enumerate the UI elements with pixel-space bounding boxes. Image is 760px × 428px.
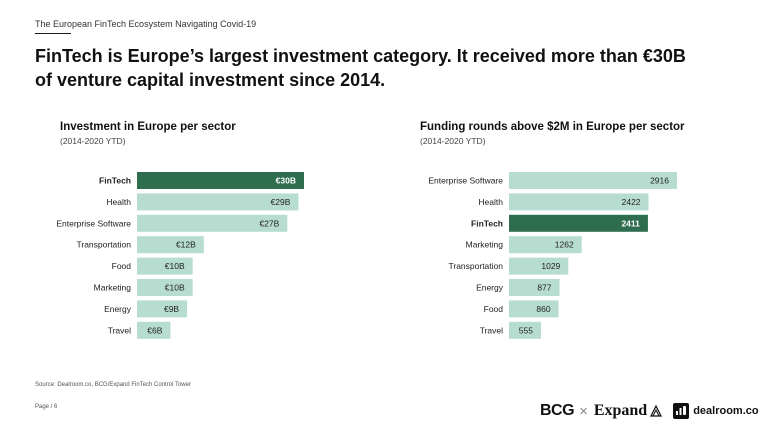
headline-line-2: of venture capital investment since 2014… [35,70,386,90]
category-label: FinTech [471,218,503,228]
expand-logo: Expand [593,402,648,419]
page-number: Page / 6 [35,404,58,410]
bar [137,257,193,275]
category-label: FinTech [99,176,131,186]
data-label: €10B [165,261,185,271]
headline: FinTech is Europe’s largest investment c… [35,44,725,92]
category-label: Energy [476,283,504,293]
bar [509,257,569,275]
times-separator: × [579,402,588,420]
data-label: 877 [537,283,551,293]
category-label: Travel [480,325,503,335]
bar [137,214,288,232]
category-label: Enterprise Software [56,218,131,228]
data-label: 2916 [650,176,669,186]
category-label: Transportation [77,240,132,250]
partner-logos: BCG × Expand dealroom.co [540,400,759,422]
bar [137,193,299,211]
category-label: Enterprise Software [428,176,503,186]
category-label: Transportation [449,261,504,271]
category-label: Marketing [94,283,132,293]
bar [509,236,582,254]
data-label: €6B [147,325,162,335]
bar [509,193,649,211]
category-label: Health [478,197,503,207]
dealroom-logo: dealroom.co [693,405,759,417]
data-label: €9B [164,304,179,314]
chart-1-subtitle: (2014-2020 YTD) [60,136,126,146]
chart-2-subtitle: (2014-2020 YTD) [420,136,486,146]
bar-highlight [509,214,648,232]
funding-rounds-chart: Enterprise Software 2916 Health 2422 FinTech… [428,172,677,339]
data-label: 1262 [555,240,574,250]
category-label: Health [106,197,131,207]
data-label: 2411 [621,218,640,228]
bar [509,279,560,296]
category-label: Food [484,304,504,314]
bar [509,172,677,189]
bar [137,236,204,254]
data-label: 555 [519,325,533,335]
source-note: Source: Dealroom.co, BCG/Expand FinTech … [35,382,191,388]
bar-highlight [137,172,304,189]
headline-line-1: FinTech is Europe’s largest investment c… [35,46,686,66]
data-label: €30B [276,176,296,186]
category-label: Marketing [466,240,504,250]
bar [137,321,171,339]
title-rule [35,33,71,34]
category-label: Energy [104,304,132,314]
expand-emblem-icon [650,404,663,417]
data-label: 860 [536,304,550,314]
bar [137,279,193,296]
bar [509,321,541,339]
chart-1-title: Investment in Europe per sector [60,121,236,133]
data-label: 2422 [622,197,641,207]
bar [509,300,559,318]
data-label: €10B [165,283,185,293]
bcg-logo: BCG [540,402,575,419]
data-label: €27B [259,218,279,228]
bar [137,300,188,318]
data-label: €12B [176,240,196,250]
dealroom-logo-icon [673,403,690,419]
data-label: €29B [271,197,291,207]
chart-2-title: Funding rounds above $2M in Europe per s… [420,121,685,133]
data-label: 1029 [541,261,560,271]
category-label: Travel [108,325,131,335]
investment-chart: FinTech €30B Health €29B Enterprise Software… [56,172,304,339]
category-label: Food [112,261,132,271]
document-title: The European FinTech Ecosystem Navigatin… [35,19,257,29]
